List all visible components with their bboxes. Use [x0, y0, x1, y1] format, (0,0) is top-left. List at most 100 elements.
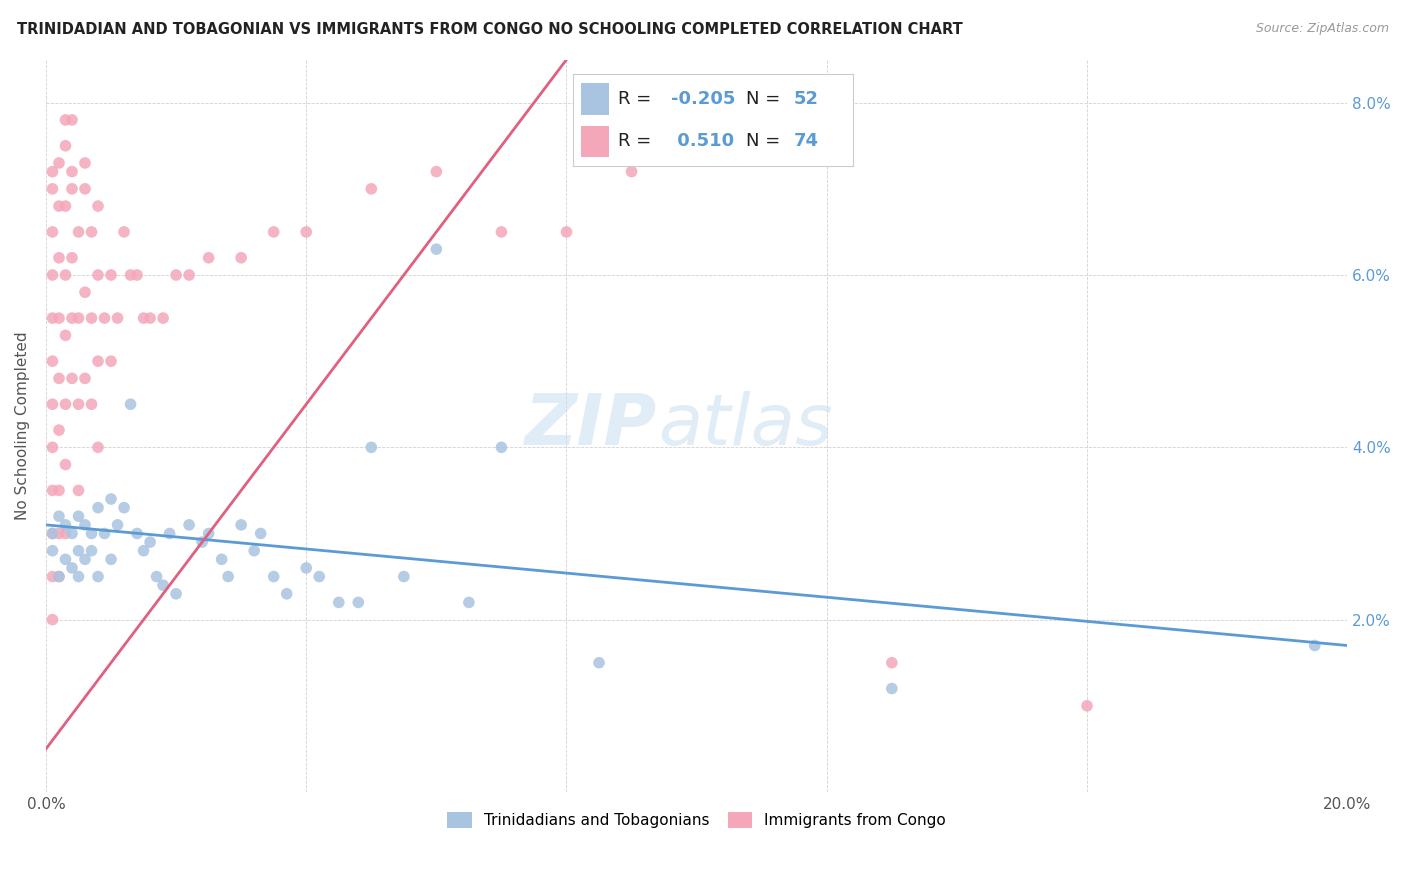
Point [60, 526, 83, 541]
Point [41, 225, 63, 239]
Point [107, 517, 129, 532]
Y-axis label: No Schooling Completed: No Schooling Completed [15, 332, 30, 520]
Point [1303, 639, 1326, 653]
Point [231, 517, 253, 532]
Point [112, 225, 135, 239]
Point [41, 569, 63, 583]
Point [165, 587, 187, 601]
Point [295, 561, 318, 575]
Point [107, 311, 129, 326]
Point [55, 199, 77, 213]
Point [197, 526, 219, 541]
Point [231, 251, 253, 265]
Point [48, 311, 70, 326]
Point [60, 112, 83, 127]
Point [67, 311, 90, 326]
Point [880, 656, 903, 670]
Point [120, 397, 142, 411]
Point [41, 182, 63, 196]
Point [80, 397, 103, 411]
Point [243, 543, 266, 558]
Text: atlas: atlas [658, 392, 832, 460]
Point [48, 483, 70, 498]
Point [73, 182, 96, 196]
Point [152, 311, 174, 326]
Point [100, 552, 122, 566]
Point [41, 311, 63, 326]
Point [80, 543, 103, 558]
Point [87, 500, 110, 515]
Point [87, 268, 110, 282]
Point [457, 595, 479, 609]
Point [55, 268, 77, 282]
Point [100, 354, 122, 368]
Point [179, 517, 201, 532]
Point [263, 569, 285, 583]
Point [179, 268, 201, 282]
Point [67, 569, 90, 583]
Point [67, 509, 90, 524]
Point [93, 311, 115, 326]
Point [55, 112, 77, 127]
Point [67, 543, 90, 558]
Point [588, 656, 610, 670]
Point [73, 156, 96, 170]
Point [41, 526, 63, 541]
Point [41, 483, 63, 498]
Point [48, 569, 70, 583]
Point [80, 225, 103, 239]
Point [360, 182, 382, 196]
Point [125, 526, 148, 541]
Point [152, 578, 174, 592]
Point [41, 354, 63, 368]
Point [55, 328, 77, 343]
Point [41, 526, 63, 541]
Point [48, 199, 70, 213]
Point [880, 681, 903, 696]
Text: TRINIDADIAN AND TOBAGONIAN VS IMMIGRANTS FROM CONGO NO SCHOOLING COMPLETED CORRE: TRINIDADIAN AND TOBAGONIAN VS IMMIGRANTS… [17, 22, 963, 37]
Legend: Trinidadians and Tobagonians, Immigrants from Congo: Trinidadians and Tobagonians, Immigrants… [440, 805, 953, 836]
Point [48, 251, 70, 265]
Point [491, 225, 513, 239]
Point [41, 268, 63, 282]
Point [48, 156, 70, 170]
Point [41, 613, 63, 627]
Point [263, 225, 285, 239]
Point [132, 543, 155, 558]
Point [295, 225, 318, 239]
Point [73, 371, 96, 385]
Point [55, 138, 77, 153]
Point [67, 397, 90, 411]
Point [139, 535, 162, 549]
Point [80, 311, 103, 326]
Point [308, 569, 330, 583]
Point [87, 354, 110, 368]
Point [249, 526, 271, 541]
Point [197, 251, 219, 265]
Point [48, 509, 70, 524]
Point [87, 199, 110, 213]
Point [73, 517, 96, 532]
Point [87, 569, 110, 583]
Point [55, 517, 77, 532]
Point [73, 552, 96, 566]
Point [60, 182, 83, 196]
Point [139, 311, 162, 326]
Point [80, 526, 103, 541]
Point [191, 535, 214, 549]
Point [67, 225, 90, 239]
Point [276, 587, 298, 601]
Point [685, 138, 707, 153]
Point [360, 440, 382, 454]
Point [159, 526, 181, 541]
Point [55, 526, 77, 541]
Point [48, 371, 70, 385]
Point [120, 268, 142, 282]
Point [87, 440, 110, 454]
Point [145, 569, 167, 583]
Point [73, 285, 96, 300]
Point [60, 371, 83, 385]
Point [211, 552, 233, 566]
Point [165, 268, 187, 282]
Point [392, 569, 415, 583]
